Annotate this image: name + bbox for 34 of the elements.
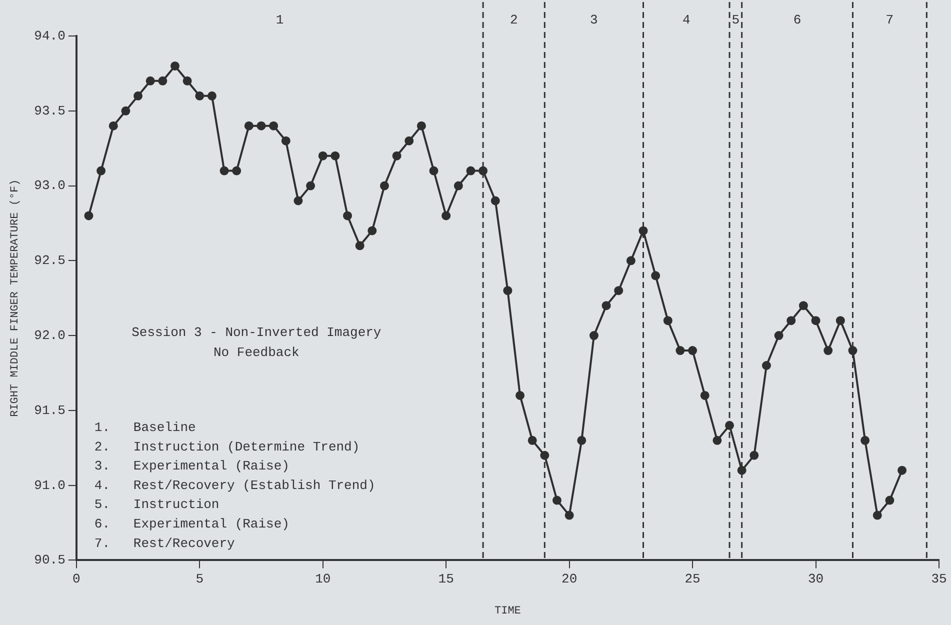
y-axis-title: RIGHT MIDDLE FINGER TEMPERATURE (°F): [10, 179, 22, 417]
text: Session 3 - Non-Inverted Imagery: [132, 325, 382, 340]
y-tick-label: 90.5: [34, 552, 66, 568]
x-tick-label: 25: [684, 571, 700, 586]
x-tick-label: 35: [931, 571, 947, 586]
text: 4: [682, 12, 690, 28]
annotation: 4. Rest/Recovery (Establish Trend): [94, 478, 376, 493]
text: 2: [510, 12, 518, 28]
text: 1: [276, 12, 284, 28]
text: 6: [793, 12, 802, 28]
text: 7: [886, 12, 894, 28]
y-tick-label: 92.0: [34, 328, 66, 343]
y-tick-label: 91.5: [34, 402, 66, 418]
y-tick-label: 93.0: [34, 178, 66, 194]
y-tick-label: 91.0: [34, 478, 66, 493]
text: 5: [732, 12, 740, 28]
x-axis-title: TIME: [494, 605, 522, 618]
annotation: 6. Experimental (Raise): [94, 516, 290, 532]
annotation: 7. Rest/Recovery: [94, 536, 236, 551]
x-tick-label: 0: [72, 571, 80, 586]
x-tick-label: 20: [562, 571, 578, 586]
x-tick-label: 10: [315, 571, 331, 586]
x-tick-label: 5: [196, 571, 204, 586]
annotation: 1. Baseline: [94, 420, 196, 435]
annotation: 5. Instruction: [94, 497, 220, 512]
y-tick-label: 94.0: [34, 28, 66, 44]
y-tick-label: 92.5: [34, 253, 66, 268]
annotation: 3. Experimental (Raise): [94, 458, 290, 474]
x-tick-label: 30: [808, 571, 824, 586]
y-tick-label: 93.5: [34, 103, 66, 118]
text: 3: [590, 12, 598, 28]
text: No Feedback: [213, 345, 300, 360]
x-tick-label: 15: [438, 571, 454, 586]
annotation: 2. Instruction (Determine Trend): [94, 439, 360, 454]
